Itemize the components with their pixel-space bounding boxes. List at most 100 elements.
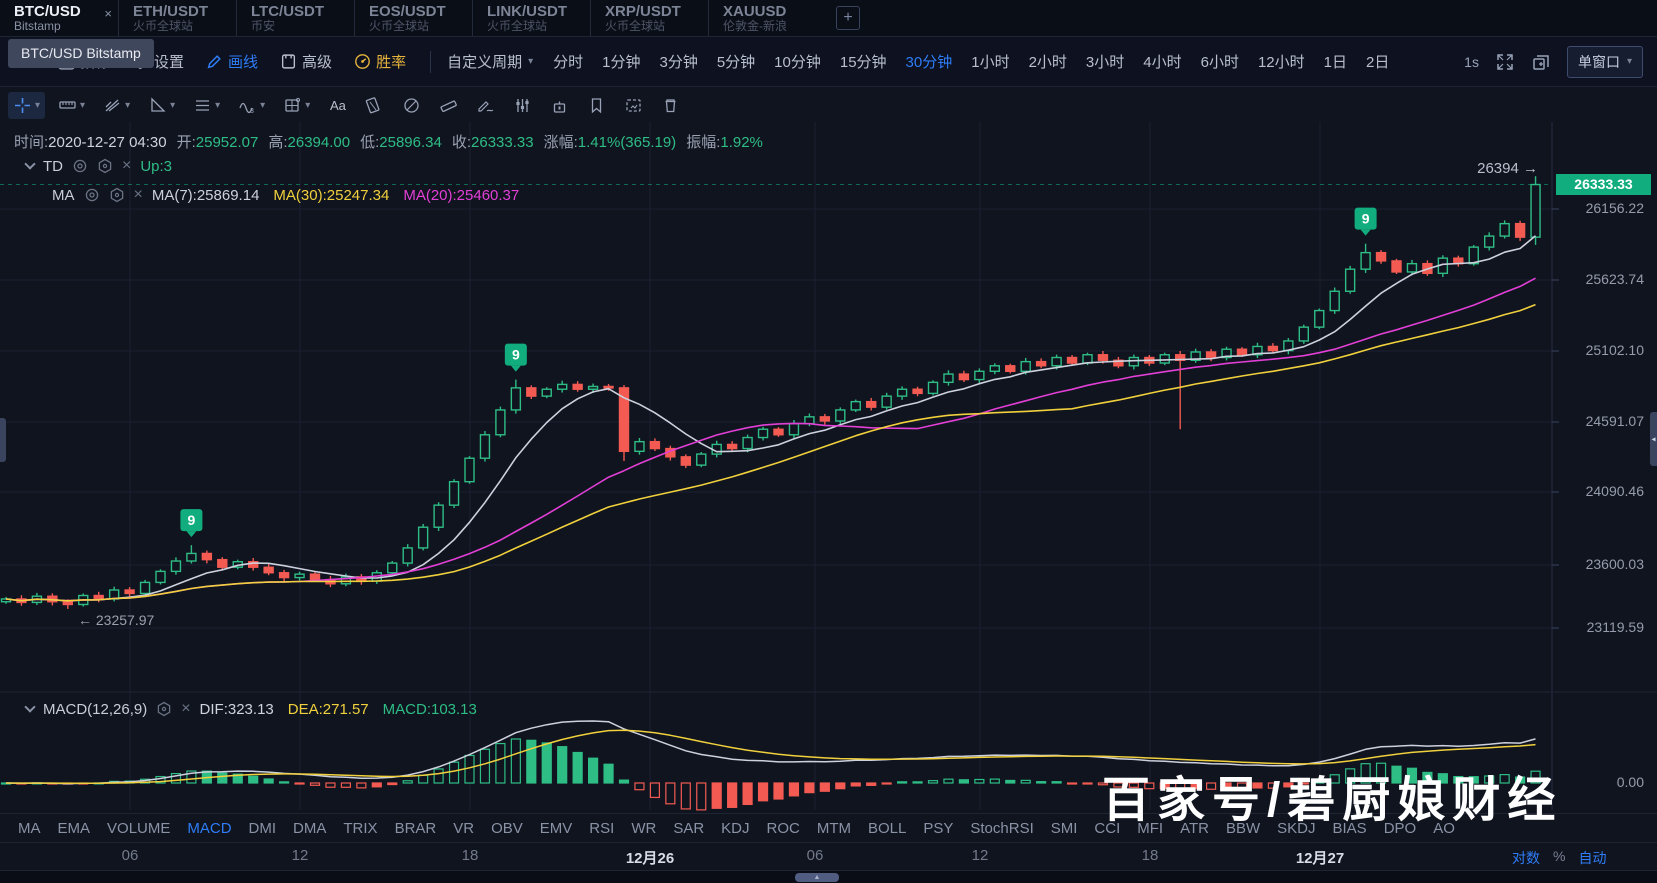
- lock-tool[interactable]: [545, 92, 574, 119]
- collapse-chevron-icon[interactable]: [24, 158, 36, 170]
- menu-item-pencil[interactable]: 画线: [206, 51, 258, 72]
- indicator-tab-roc[interactable]: ROC: [766, 819, 800, 837]
- fullscreen-icon[interactable]: [1495, 52, 1515, 72]
- add-pane-icon[interactable]: [1531, 52, 1551, 72]
- symbol-tab-eth-usdt[interactable]: ETH/USDT 火币全球站: [118, 0, 236, 36]
- timeframe-7[interactable]: 1小时: [971, 54, 1010, 71]
- bookmark-tool[interactable]: [582, 92, 611, 119]
- gear-icon[interactable]: [156, 701, 172, 717]
- custom-period-dropdown[interactable]: 自定义周期 ▾: [447, 51, 533, 72]
- indicator-tab-kdj[interactable]: KDJ: [721, 819, 750, 837]
- indicator-tab-psy[interactable]: PSY: [923, 819, 954, 837]
- timeframe-13[interactable]: 1日: [1323, 54, 1347, 71]
- symbol-tab-btc-usd[interactable]: BTC/USD Bitstamp ×: [0, 0, 118, 36]
- add-symbol-button[interactable]: +: [836, 6, 860, 30]
- symbol-tab-eos-usdt[interactable]: EOS/USDT 火币全球站: [354, 0, 472, 36]
- indicator-tab-stochrsi[interactable]: StochRSI: [970, 819, 1034, 837]
- timeframe-4[interactable]: 10分钟: [774, 54, 821, 71]
- right-panel-handle[interactable]: ◂: [1650, 412, 1657, 466]
- timeframe-6[interactable]: 30分钟: [905, 54, 953, 71]
- gear-icon[interactable]: [109, 187, 125, 203]
- timeframe-2[interactable]: 3分钟: [659, 54, 698, 71]
- indicator-tab-macd[interactable]: MACD: [187, 819, 232, 837]
- time-axis[interactable]: 06 12 18 12月26 06 12 18 12月27: [0, 844, 1657, 870]
- symbol-tab-xrp-usdt[interactable]: XRP/USDT 火币全球站: [590, 0, 708, 36]
- timeframe-14[interactable]: 2日: [1365, 54, 1390, 71]
- pattern-tool[interactable]: ▾: [278, 92, 315, 119]
- indicator-tab-bias[interactable]: BIAS: [1332, 819, 1367, 837]
- auto-scale-toggle[interactable]: 自动: [1578, 850, 1607, 866]
- visibility-icon[interactable]: [72, 158, 88, 174]
- timeframe-3[interactable]: 5分钟: [716, 54, 756, 71]
- ohlc-label: 收:: [451, 134, 472, 151]
- ruler-tool-icon: [439, 96, 458, 115]
- collapse-chevron-icon[interactable]: [24, 701, 36, 713]
- timeframe-0[interactable]: 分时: [553, 54, 584, 71]
- timeframe-12[interactable]: 12小时: [1257, 54, 1305, 71]
- measure-tool[interactable]: ▾: [53, 92, 90, 119]
- indicator-tab-dma[interactable]: DMA: [293, 819, 327, 837]
- parallel-lines-tool[interactable]: ▾: [188, 92, 225, 119]
- symbol-tab-ltc-usdt[interactable]: LTC/USDT 币安: [236, 0, 354, 36]
- indicator-tab-sar[interactable]: SAR: [673, 819, 705, 837]
- indicator-tab-brar[interactable]: BRAR: [394, 819, 437, 837]
- indicator-tab-vr[interactable]: VR: [453, 819, 475, 837]
- timeframe-5[interactable]: 15分钟: [839, 54, 887, 71]
- ruler-tool[interactable]: [434, 92, 463, 119]
- screenshot-tool[interactable]: [619, 92, 648, 119]
- brush-tool[interactable]: [471, 92, 500, 119]
- indicator-tab-mtm[interactable]: MTM: [816, 819, 851, 837]
- symbol-tab-xauusd[interactable]: XAUUSD 伦敦金-新浪: [708, 0, 826, 36]
- sliders-tool[interactable]: [508, 92, 537, 119]
- timeframe-1[interactable]: 1分钟: [602, 54, 641, 71]
- circle-tool[interactable]: [397, 92, 426, 119]
- indicator-tab-mfi[interactable]: MFI: [1137, 819, 1164, 837]
- bottom-scrollbar-track[interactable]: ▲: [0, 870, 1657, 883]
- timeframe-8[interactable]: 2小时: [1028, 54, 1067, 71]
- window-mode-button[interactable]: 单窗口 ▾: [1566, 45, 1643, 78]
- visibility-icon[interactable]: [84, 187, 100, 203]
- symbol-tab-link-usdt[interactable]: LINK/USDT 火币全球站: [472, 0, 590, 36]
- gear-icon[interactable]: [97, 158, 113, 174]
- indicator-tab-ema[interactable]: EMA: [57, 819, 91, 837]
- indicator-tab-bbw[interactable]: BBW: [1225, 819, 1261, 837]
- wave-tool[interactable]: 3 ▾: [233, 92, 270, 119]
- timeframe-10[interactable]: 4小时: [1143, 54, 1182, 71]
- angle-tool[interactable]: ▾: [143, 92, 180, 119]
- indicator-tab-boll[interactable]: BOLL: [868, 819, 907, 837]
- close-indicator-icon[interactable]: ×: [122, 157, 132, 174]
- indicator-tab-wr[interactable]: WR: [631, 819, 657, 837]
- indicator-tab-volume[interactable]: VOLUME: [107, 819, 171, 837]
- close-indicator-icon[interactable]: ×: [181, 700, 191, 717]
- close-tab-icon[interactable]: ×: [104, 6, 112, 21]
- left-panel-handle[interactable]: [0, 418, 6, 462]
- indicator-tab-rsi[interactable]: RSI: [589, 819, 615, 837]
- menu-item-winrate[interactable]: 胜率: [354, 51, 406, 72]
- indicator-tab-atr[interactable]: ATR: [1180, 819, 1209, 837]
- ohlc-value: 2020-12-27 04:30: [48, 134, 167, 151]
- indicator-tab-smi[interactable]: SMI: [1050, 819, 1078, 837]
- indicator-tab-trix[interactable]: TRIX: [343, 819, 378, 837]
- indicator-tab-obv[interactable]: OBV: [491, 819, 523, 837]
- candlestick-chart[interactable]: 9 9 9: [0, 122, 1657, 812]
- close-indicator-icon[interactable]: ×: [133, 186, 143, 203]
- price-range-tool[interactable]: [360, 92, 389, 119]
- text-tool[interactable]: Aa: [323, 92, 352, 119]
- indicator-tab-ao[interactable]: AO: [1433, 819, 1455, 837]
- indicator-tab-dpo[interactable]: DPO: [1383, 819, 1417, 837]
- trash-tool[interactable]: [656, 92, 685, 119]
- trendline-tool[interactable]: ▾: [98, 92, 135, 119]
- crosshair-tool[interactable]: ▾: [8, 91, 46, 119]
- timeframe-9[interactable]: 3小时: [1085, 54, 1125, 71]
- percent-scale-toggle[interactable]: %: [1553, 848, 1566, 864]
- menu-item-advanced[interactable]: 高级: [280, 51, 332, 72]
- indicator-tab-dmi[interactable]: DMI: [248, 819, 277, 837]
- indicator-tab-skdj[interactable]: SKDJ: [1277, 819, 1316, 837]
- timeframe-11[interactable]: 6小时: [1200, 54, 1239, 71]
- scrollbar-thumb[interactable]: ▲: [795, 873, 839, 882]
- toolbar-divider: [430, 50, 432, 73]
- indicator-tab-cci[interactable]: CCI: [1094, 819, 1121, 837]
- indicator-tab-ma[interactable]: MA: [18, 819, 41, 837]
- indicator-tab-emv[interactable]: EMV: [539, 819, 573, 837]
- log-scale-toggle[interactable]: 对数: [1512, 850, 1540, 866]
